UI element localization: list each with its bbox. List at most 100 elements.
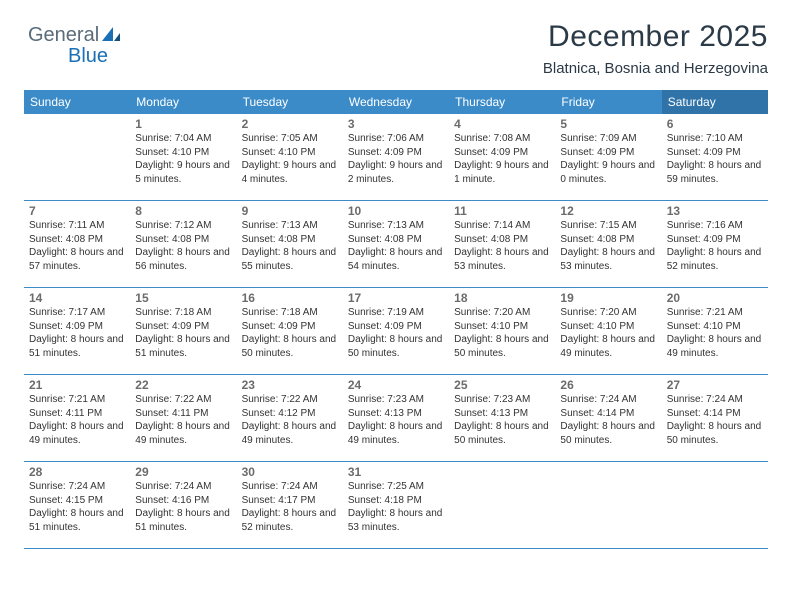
week-row: 1Sunrise: 7:04 AMSunset: 4:10 PMDaylight…	[24, 114, 768, 201]
brand-logo: General Blue	[28, 24, 120, 68]
sunrise-text: Sunrise: 7:17 AM	[29, 306, 125, 320]
daylight-text: Daylight: 9 hours and 0 minutes.	[560, 159, 656, 186]
daylight-text: Daylight: 8 hours and 50 minutes.	[454, 420, 550, 447]
sunrise-text: Sunrise: 7:22 AM	[242, 393, 338, 407]
sunset-text: Sunset: 4:10 PM	[454, 320, 550, 334]
sunset-text: Sunset: 4:09 PM	[135, 320, 231, 334]
sunrise-text: Sunrise: 7:04 AM	[135, 132, 231, 146]
day-cell: 15Sunrise: 7:18 AMSunset: 4:09 PMDayligh…	[130, 288, 236, 374]
daylight-text: Daylight: 8 hours and 51 minutes.	[135, 333, 231, 360]
day-cell	[555, 462, 661, 548]
daylight-text: Daylight: 8 hours and 49 minutes.	[135, 420, 231, 447]
daylight-text: Daylight: 8 hours and 53 minutes.	[454, 246, 550, 273]
day-info: Sunrise: 7:04 AMSunset: 4:10 PMDaylight:…	[135, 132, 231, 186]
day-cell: 13Sunrise: 7:16 AMSunset: 4:09 PMDayligh…	[662, 201, 768, 287]
weekday-header: Sunday	[24, 90, 130, 114]
sunrise-text: Sunrise: 7:21 AM	[667, 306, 763, 320]
sunrise-text: Sunrise: 7:13 AM	[348, 219, 444, 233]
day-info: Sunrise: 7:21 AMSunset: 4:11 PMDaylight:…	[29, 393, 125, 447]
daylight-text: Daylight: 8 hours and 50 minutes.	[454, 333, 550, 360]
day-cell: 16Sunrise: 7:18 AMSunset: 4:09 PMDayligh…	[237, 288, 343, 374]
day-cell: 31Sunrise: 7:25 AMSunset: 4:18 PMDayligh…	[343, 462, 449, 548]
day-number: 7	[29, 204, 125, 218]
day-info: Sunrise: 7:06 AMSunset: 4:09 PMDaylight:…	[348, 132, 444, 186]
daylight-text: Daylight: 8 hours and 53 minutes.	[348, 507, 444, 534]
sunrise-text: Sunrise: 7:06 AM	[348, 132, 444, 146]
day-cell	[24, 114, 130, 200]
day-info: Sunrise: 7:15 AMSunset: 4:08 PMDaylight:…	[560, 219, 656, 273]
day-number: 11	[454, 204, 550, 218]
daylight-text: Daylight: 8 hours and 51 minutes.	[29, 507, 125, 534]
day-number: 23	[242, 378, 338, 392]
daylight-text: Daylight: 8 hours and 50 minutes.	[348, 333, 444, 360]
day-info: Sunrise: 7:23 AMSunset: 4:13 PMDaylight:…	[454, 393, 550, 447]
day-number: 14	[29, 291, 125, 305]
day-info: Sunrise: 7:18 AMSunset: 4:09 PMDaylight:…	[135, 306, 231, 360]
week-row: 21Sunrise: 7:21 AMSunset: 4:11 PMDayligh…	[24, 375, 768, 462]
day-cell: 10Sunrise: 7:13 AMSunset: 4:08 PMDayligh…	[343, 201, 449, 287]
sunset-text: Sunset: 4:08 PM	[454, 233, 550, 247]
daylight-text: Daylight: 8 hours and 50 minutes.	[560, 420, 656, 447]
day-info: Sunrise: 7:11 AMSunset: 4:08 PMDaylight:…	[29, 219, 125, 273]
day-cell: 5Sunrise: 7:09 AMSunset: 4:09 PMDaylight…	[555, 114, 661, 200]
day-cell: 19Sunrise: 7:20 AMSunset: 4:10 PMDayligh…	[555, 288, 661, 374]
sunrise-text: Sunrise: 7:16 AM	[667, 219, 763, 233]
sunrise-text: Sunrise: 7:24 AM	[29, 480, 125, 494]
day-number: 24	[348, 378, 444, 392]
daylight-text: Daylight: 8 hours and 50 minutes.	[667, 420, 763, 447]
day-info: Sunrise: 7:22 AMSunset: 4:11 PMDaylight:…	[135, 393, 231, 447]
logo-text-general: General	[28, 24, 99, 46]
sunrise-text: Sunrise: 7:13 AM	[242, 219, 338, 233]
sunset-text: Sunset: 4:16 PM	[135, 494, 231, 508]
sunrise-text: Sunrise: 7:24 AM	[667, 393, 763, 407]
day-number: 28	[29, 465, 125, 479]
sunset-text: Sunset: 4:13 PM	[348, 407, 444, 421]
day-cell: 30Sunrise: 7:24 AMSunset: 4:17 PMDayligh…	[237, 462, 343, 548]
page-title: December 2025	[543, 20, 768, 54]
day-number: 2	[242, 117, 338, 131]
day-cell: 27Sunrise: 7:24 AMSunset: 4:14 PMDayligh…	[662, 375, 768, 461]
day-cell: 28Sunrise: 7:24 AMSunset: 4:15 PMDayligh…	[24, 462, 130, 548]
day-info: Sunrise: 7:24 AMSunset: 4:16 PMDaylight:…	[135, 480, 231, 534]
sunset-text: Sunset: 4:18 PM	[348, 494, 444, 508]
weekday-header: Saturday	[662, 90, 768, 114]
day-info: Sunrise: 7:13 AMSunset: 4:08 PMDaylight:…	[242, 219, 338, 273]
day-cell: 18Sunrise: 7:20 AMSunset: 4:10 PMDayligh…	[449, 288, 555, 374]
day-cell: 22Sunrise: 7:22 AMSunset: 4:11 PMDayligh…	[130, 375, 236, 461]
sunset-text: Sunset: 4:10 PM	[135, 146, 231, 160]
sunset-text: Sunset: 4:09 PM	[560, 146, 656, 160]
day-info: Sunrise: 7:10 AMSunset: 4:09 PMDaylight:…	[667, 132, 763, 186]
weekday-header: Monday	[130, 90, 236, 114]
daylight-text: Daylight: 8 hours and 55 minutes.	[242, 246, 338, 273]
day-number: 19	[560, 291, 656, 305]
sunrise-text: Sunrise: 7:23 AM	[454, 393, 550, 407]
day-number: 8	[135, 204, 231, 218]
daylight-text: Daylight: 8 hours and 52 minutes.	[667, 246, 763, 273]
sunset-text: Sunset: 4:09 PM	[29, 320, 125, 334]
daylight-text: Daylight: 8 hours and 50 minutes.	[242, 333, 338, 360]
sunset-text: Sunset: 4:14 PM	[667, 407, 763, 421]
day-number: 17	[348, 291, 444, 305]
day-cell: 20Sunrise: 7:21 AMSunset: 4:10 PMDayligh…	[662, 288, 768, 374]
sunset-text: Sunset: 4:15 PM	[29, 494, 125, 508]
day-number: 26	[560, 378, 656, 392]
day-cell: 3Sunrise: 7:06 AMSunset: 4:09 PMDaylight…	[343, 114, 449, 200]
sunrise-text: Sunrise: 7:23 AM	[348, 393, 444, 407]
day-cell: 23Sunrise: 7:22 AMSunset: 4:12 PMDayligh…	[237, 375, 343, 461]
day-cell: 21Sunrise: 7:21 AMSunset: 4:11 PMDayligh…	[24, 375, 130, 461]
day-cell: 2Sunrise: 7:05 AMSunset: 4:10 PMDaylight…	[237, 114, 343, 200]
day-number: 31	[348, 465, 444, 479]
day-info: Sunrise: 7:25 AMSunset: 4:18 PMDaylight:…	[348, 480, 444, 534]
sunset-text: Sunset: 4:09 PM	[242, 320, 338, 334]
day-cell: 14Sunrise: 7:17 AMSunset: 4:09 PMDayligh…	[24, 288, 130, 374]
day-cell	[449, 462, 555, 548]
logo-text-blue: Blue	[68, 45, 120, 68]
daylight-text: Daylight: 9 hours and 2 minutes.	[348, 159, 444, 186]
day-number: 12	[560, 204, 656, 218]
sunset-text: Sunset: 4:09 PM	[454, 146, 550, 160]
sunset-text: Sunset: 4:17 PM	[242, 494, 338, 508]
sunset-text: Sunset: 4:10 PM	[560, 320, 656, 334]
sunset-text: Sunset: 4:14 PM	[560, 407, 656, 421]
day-cell: 1Sunrise: 7:04 AMSunset: 4:10 PMDaylight…	[130, 114, 236, 200]
day-cell: 29Sunrise: 7:24 AMSunset: 4:16 PMDayligh…	[130, 462, 236, 548]
